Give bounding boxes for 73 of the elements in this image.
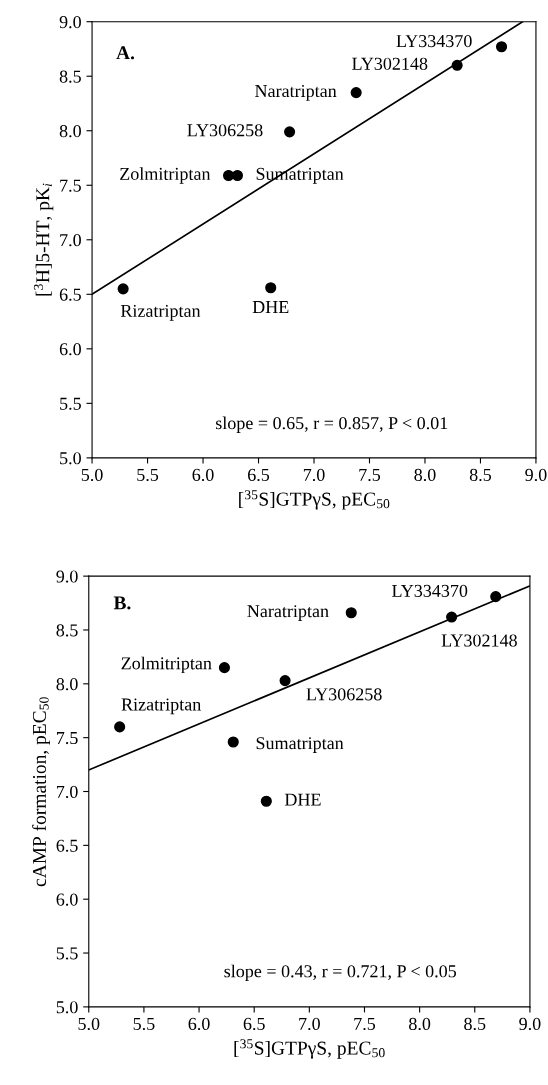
annotation: LY306258 (306, 688, 382, 701)
y-tick-label: 7.0 (60, 234, 81, 247)
x-tick-label: 6.5 (243, 1017, 265, 1031)
y-tick-label: 8.0 (56, 678, 78, 691)
annotation: DHE (252, 301, 289, 313)
annotation: Rizatriptan (121, 698, 201, 715)
annotation: LY334370 (396, 34, 472, 48)
x-tick-label: 6.5 (248, 468, 270, 482)
annotation: LY306258 (187, 124, 263, 137)
annotation: Naratriptan (255, 84, 337, 101)
point (117, 283, 129, 295)
y-tick-label: 7.5 (56, 732, 78, 745)
x-axis-title: [$^{35}$S]GTPγS, pEC$_{50}$ (239, 490, 390, 510)
y-tick-label: 6.0 (59, 343, 81, 356)
y-tick-label: 5.5 (60, 397, 81, 410)
y-tick-label: 6.5 (59, 288, 81, 301)
annotation: Sumatriptan (256, 737, 344, 753)
x-tick-label: 6.0 (188, 1017, 210, 1031)
y-axis-title: [$^{3}$H]5-HT, pK$_{i}$ (33, 183, 54, 296)
y-tick-label: 6.0 (56, 893, 78, 906)
x-tick-label: 6.0 (192, 468, 214, 482)
y-tick-label: 6.5 (56, 839, 78, 852)
point (451, 59, 463, 71)
annotation: Rizatriptan (120, 304, 201, 321)
y-tick-label: 9.0 (59, 15, 81, 29)
x-tick-label: 9.0 (519, 1017, 541, 1031)
annotation: Zolmitriptan (120, 167, 211, 184)
annotation: slope = 0.65, r = 0.857, P < 0.01 (216, 416, 448, 433)
point (284, 126, 296, 138)
point (350, 87, 362, 99)
y-tick-label: 5.0 (56, 1001, 78, 1014)
y-tick-label: 8.5 (59, 70, 81, 83)
x-tick-label: 8.0 (414, 468, 436, 482)
point (218, 662, 230, 674)
x-tick-label: 8.5 (464, 1017, 486, 1031)
y-tick-label: 8.0 (59, 125, 81, 138)
x-tick-label: 7.5 (359, 468, 381, 482)
point (279, 675, 291, 687)
y-axis-title: cAMP formation, pEC$_{50}$ (32, 697, 50, 887)
text: A. (116, 46, 135, 60)
y-tick-label: 7.5 (60, 179, 81, 192)
x-tick-label: 8.0 (409, 1017, 431, 1031)
point (495, 41, 508, 53)
point (227, 736, 239, 748)
annotation: LY334370 (392, 584, 468, 597)
y-tick-label: 5.5 (56, 947, 78, 960)
annotation: slope = 0.43, r = 0.721, P < 0.05 (224, 964, 457, 982)
point (265, 282, 277, 294)
point (114, 721, 126, 733)
x-tick-label: 7.0 (299, 1017, 320, 1031)
point (490, 591, 502, 603)
y-tick-label: 5.0 (60, 452, 81, 465)
annotation: Naratriptan (247, 605, 329, 621)
y-tick-label: 9.0 (56, 570, 78, 583)
point (446, 611, 458, 623)
x-tick-label: 7.5 (354, 1018, 376, 1031)
annotation: DHE (284, 793, 321, 806)
x-tick-label: 5.0 (78, 1017, 100, 1031)
annotation: Zolmitriptan (121, 656, 212, 674)
y-tick-label: 7.0 (56, 785, 78, 799)
x-tick-label: 5.0 (81, 468, 103, 482)
x-tick-label: 5.5 (137, 468, 159, 482)
text: B. (113, 596, 131, 610)
point (345, 607, 357, 619)
x-axis-title: [$^{35}$S]GTPγS, pEC$_{50}$ (234, 1039, 385, 1059)
y-tick-label: 8.5 (56, 624, 78, 637)
x-tick-label: 7.0 (303, 468, 325, 482)
x-tick-label: 5.5 (133, 1018, 155, 1031)
annotation: LY302148 (352, 57, 428, 70)
x-tick-label: 8.5 (469, 468, 492, 482)
point (260, 795, 272, 807)
x-tick-label: 9.0 (525, 468, 547, 482)
annotation: LY302148 (441, 634, 517, 647)
